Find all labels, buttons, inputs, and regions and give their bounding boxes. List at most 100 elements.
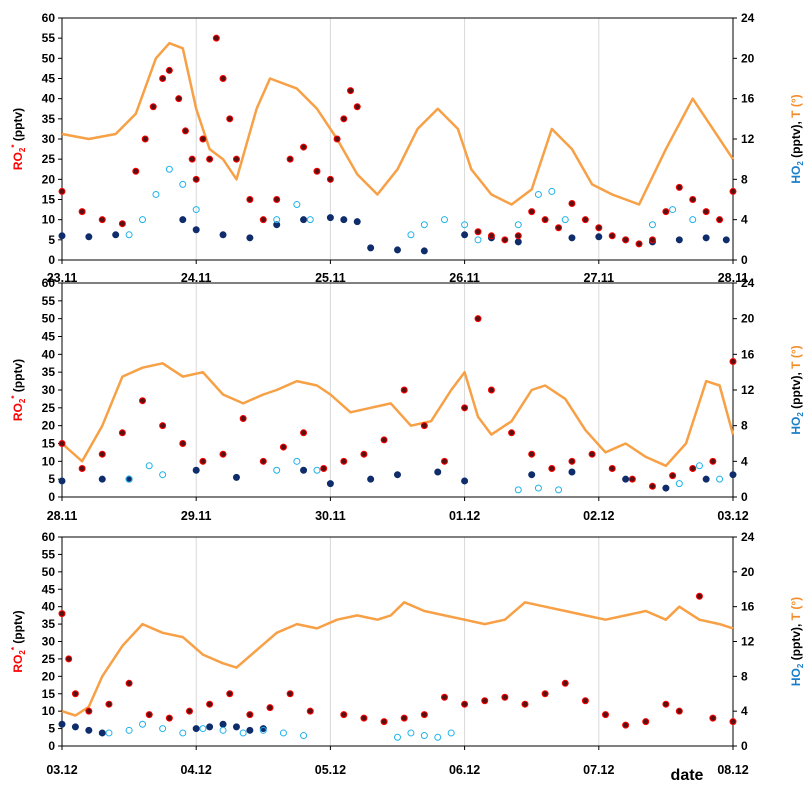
ho2_light-point — [152, 190, 160, 198]
ho2_light-point — [293, 201, 301, 209]
ro2-point — [273, 196, 281, 203]
ho2_light-point — [555, 486, 563, 494]
ho2_light-point — [716, 475, 724, 483]
y-left-tick-label: 15 — [42, 193, 56, 207]
ro2-point — [78, 208, 86, 216]
ro2-point — [528, 208, 536, 216]
ro2-point — [662, 700, 670, 708]
y-left-tick-label: 0 — [48, 490, 55, 504]
ho2_light-point — [165, 165, 173, 173]
ho2_dark-point — [622, 475, 630, 483]
ro2-point — [602, 711, 610, 719]
ro2-point — [145, 711, 153, 719]
y-right-tick-label: 24 — [741, 11, 755, 25]
ho2_dark-point — [675, 236, 683, 244]
ho2_dark-point — [219, 231, 227, 239]
y-right-tick-label: 16 — [741, 92, 755, 106]
ro2-point — [58, 440, 66, 447]
ro2-point — [695, 592, 703, 600]
x-tick-label: 26.11 — [449, 271, 480, 285]
ho2_dark-point — [340, 216, 348, 224]
ro2-point — [246, 196, 254, 203]
ho2_dark-point — [434, 468, 442, 476]
ro2-point — [360, 714, 368, 722]
ro2-point — [508, 429, 516, 437]
y-left-title-sub: 2 — [18, 147, 27, 152]
ro2-point — [141, 135, 149, 143]
y-left-tick-label: 15 — [42, 437, 56, 451]
x-tick-label: 08.12 — [717, 763, 748, 777]
y-right-title-temperature: T (°) — [789, 597, 803, 620]
ro2-point — [642, 718, 650, 726]
ro2-point — [65, 655, 73, 663]
ro2-point — [219, 450, 227, 458]
ho2_dark-point — [85, 726, 93, 734]
ho2_light-point — [199, 725, 207, 733]
ro2-point — [320, 464, 328, 472]
ro2-point — [709, 457, 717, 465]
x-tick-label: 02.12 — [583, 509, 614, 523]
ro2-point — [541, 690, 549, 698]
ho2_dark-point — [568, 468, 576, 476]
ro2-point — [212, 34, 220, 42]
ro2-point — [716, 216, 724, 224]
y-left-tick-label: 45 — [42, 72, 56, 86]
y-left-title-sub: 2 — [18, 398, 27, 403]
y-left-tick-label: 0 — [48, 253, 55, 267]
y-left-tick-label: 35 — [42, 365, 56, 379]
ro2-point — [266, 704, 274, 712]
ho2_dark-point — [514, 238, 522, 246]
y-left-tick-label: 30 — [42, 383, 56, 397]
ro2-point — [581, 697, 589, 705]
ho2_light-point — [440, 216, 448, 224]
x-axis-title: date — [671, 767, 704, 784]
ho2_dark-point — [206, 723, 214, 731]
x-tick-label: 05.12 — [315, 763, 346, 777]
ro2-point — [440, 457, 448, 465]
ho2_light-point — [300, 732, 308, 740]
ro2-point — [380, 436, 388, 444]
ro2-point — [595, 224, 603, 232]
ho2_dark-point — [394, 246, 401, 254]
ro2-point — [206, 700, 214, 708]
x-tick-label: 29.11 — [181, 509, 212, 523]
y-left-tick-label: 55 — [42, 547, 56, 561]
ho2_light-point — [313, 466, 321, 474]
ro2-point — [581, 216, 589, 224]
ro2-point — [420, 422, 428, 430]
ro2-point — [185, 707, 193, 715]
x-tick-label: 06.12 — [449, 763, 480, 777]
ro2-point — [98, 450, 106, 458]
ro2-point — [105, 700, 113, 708]
y-left-tick-label: 10 — [42, 704, 56, 718]
ho2_light-point — [159, 471, 167, 479]
ho2_dark-point — [219, 720, 227, 728]
ro2-point — [159, 75, 167, 82]
plot-frame — [61, 282, 734, 498]
y-left-title-main: RO — [11, 403, 25, 421]
ro2-point — [306, 707, 314, 715]
ro2-point — [246, 711, 254, 719]
ho2_light-point — [279, 729, 287, 737]
ro2-point — [487, 386, 495, 394]
y-left-tick-label: 60 — [42, 276, 56, 290]
ho2_light-point — [669, 206, 677, 214]
ho2_light-point — [548, 187, 556, 195]
ho2_dark-point — [367, 244, 375, 252]
y-right-tick-label: 24 — [741, 530, 755, 544]
y-right-title-sub: 2 — [796, 412, 805, 417]
x-tick-label: 07.12 — [583, 763, 614, 777]
y-left-tick-label: 40 — [42, 347, 56, 361]
ro2-point — [58, 610, 66, 618]
y-left-axis-title: RO2* (pptv) — [10, 610, 27, 672]
ho2_dark-point — [58, 720, 66, 728]
ho2_dark-point — [58, 477, 66, 485]
x-tick-label: 27.11 — [584, 271, 615, 285]
ro2-point — [300, 429, 308, 437]
ro2-point — [648, 236, 656, 244]
y-left-tick-label: 10 — [42, 454, 56, 468]
ho2_light-point — [293, 457, 301, 465]
ho2_light-point — [534, 484, 542, 492]
y-right-tick-label: 0 — [741, 253, 748, 267]
ho2_dark-point — [595, 233, 603, 241]
